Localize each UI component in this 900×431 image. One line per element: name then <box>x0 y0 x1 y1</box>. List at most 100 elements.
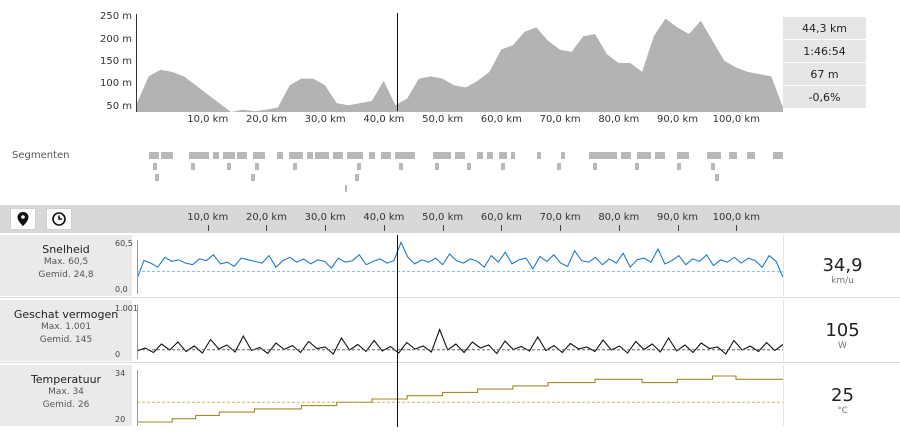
segment-bar[interactable] <box>637 152 651 159</box>
elevation-x-tick: 90,0 km <box>657 114 699 125</box>
timeline-tick-mark <box>618 225 620 231</box>
position-cursor[interactable] <box>397 13 398 111</box>
speed-chart[interactable] <box>137 240 783 294</box>
segment-bar[interactable] <box>435 163 439 170</box>
power-value-panel: 105 W <box>783 300 900 361</box>
segment-bar[interactable] <box>161 152 173 159</box>
segment-bar[interactable] <box>213 152 219 159</box>
segment-bar[interactable] <box>707 152 721 159</box>
segment-bar[interactable] <box>773 152 783 159</box>
elevation-x-tick: 20,0 km <box>245 114 287 125</box>
timeline-x-tick: 20,0 km <box>245 212 287 223</box>
segment-bar[interactable] <box>399 163 403 170</box>
power-chart[interactable] <box>137 305 783 359</box>
segment-bar[interactable] <box>711 163 715 170</box>
speed-y-top: 60,5 <box>115 239 133 248</box>
timeline-tick-mark <box>442 225 444 231</box>
elevation-axis-line <box>136 14 137 112</box>
segment-bar[interactable] <box>347 152 363 159</box>
temp-y-top: 34 <box>115 369 126 378</box>
elevation-x-tick: 60,0 km <box>480 114 522 125</box>
segment-bar[interactable] <box>307 152 313 159</box>
segment-bar[interactable] <box>477 152 483 159</box>
segment-bar[interactable] <box>395 152 403 159</box>
timeline-x-tick: 90,0 km <box>657 212 699 223</box>
map-pin-icon <box>17 212 29 226</box>
timeline-x-tick: 50,0 km <box>422 212 464 223</box>
segment-bar[interactable] <box>355 174 359 181</box>
segment-bar[interactable] <box>589 152 617 159</box>
power-title: Geschat vermogen <box>13 308 119 321</box>
segment-bar[interactable] <box>149 152 159 159</box>
power-y-bottom: 0 <box>115 350 121 359</box>
segment-bar[interactable] <box>635 163 639 170</box>
segment-bar[interactable] <box>369 152 375 159</box>
series-line <box>137 375 783 423</box>
segment-bar[interactable] <box>237 152 247 159</box>
segment-bar[interactable] <box>357 163 361 170</box>
segment-bar[interactable] <box>729 152 737 159</box>
elevation-x-tick: 10,0 km <box>187 114 229 125</box>
segment-bar[interactable] <box>467 163 471 170</box>
segment-bar[interactable] <box>557 163 561 170</box>
segment-bar[interactable] <box>191 163 195 170</box>
elevation-x-tick: 50,0 km <box>422 114 464 125</box>
segment-bar[interactable] <box>455 152 465 159</box>
segment-bar[interactable] <box>315 152 329 159</box>
panel-divider <box>0 362 900 363</box>
segment-bar[interactable] <box>677 163 681 170</box>
temp-value: 25 <box>831 385 854 406</box>
segment-bar[interactable] <box>433 152 451 159</box>
segment-bar[interactable] <box>621 152 631 159</box>
map-pin-button[interactable] <box>10 208 36 230</box>
segment-bar[interactable] <box>253 152 265 159</box>
segment-bar[interactable] <box>561 152 565 159</box>
segment-bar[interactable] <box>487 152 493 159</box>
segment-bar[interactable] <box>499 152 507 159</box>
segment-bar[interactable] <box>223 152 235 159</box>
stat-elevation: 67 m <box>783 63 866 85</box>
elevation-y-tick: 200 m <box>99 33 132 45</box>
speed-title: Snelheid <box>42 243 90 256</box>
segment-bar[interactable] <box>277 152 283 159</box>
timeline-tick-mark <box>383 225 385 231</box>
segment-bar[interactable] <box>333 152 343 159</box>
segment-bar[interactable] <box>255 163 259 170</box>
segment-bar[interactable] <box>747 152 755 159</box>
segment-bar[interactable] <box>715 174 719 181</box>
speed-label-panel: Snelheid Max. 60,5 Gemid. 24,8 <box>0 235 132 296</box>
segment-bar[interactable] <box>655 152 665 159</box>
elevation-x-tick: 100,0 km <box>712 114 760 125</box>
segment-bar[interactable] <box>289 152 303 159</box>
position-cursor[interactable] <box>397 235 398 427</box>
segment-bar[interactable] <box>381 152 391 159</box>
elevation-area <box>137 18 783 112</box>
segment-bar[interactable] <box>293 163 297 170</box>
segments-track[interactable] <box>137 150 783 196</box>
segment-bar[interactable] <box>593 163 597 170</box>
segment-bar[interactable] <box>189 152 209 159</box>
elevation-y-tick: 50 m <box>106 100 132 112</box>
clock-button[interactable] <box>46 208 72 230</box>
segment-bar[interactable] <box>345 185 347 192</box>
segment-bar[interactable] <box>155 174 159 181</box>
temp-y-bottom: 20 <box>115 415 126 424</box>
segment-bar[interactable] <box>227 163 231 170</box>
speed-max: Max. 60,5 <box>43 257 89 267</box>
segment-bar[interactable] <box>403 152 415 159</box>
power-avg: Gemid. 145 <box>39 335 93 345</box>
temperature-chart[interactable] <box>137 370 783 426</box>
segment-bar[interactable] <box>511 152 515 159</box>
segment-bar[interactable] <box>501 163 505 170</box>
timeline-tick-mark <box>207 225 209 231</box>
segment-bar[interactable] <box>677 152 689 159</box>
segment-bar[interactable] <box>153 163 157 170</box>
temp-max: Max. 34 <box>48 387 84 397</box>
elevation-chart[interactable] <box>137 14 783 112</box>
segment-bar[interactable] <box>537 152 541 159</box>
timeline-bar <box>0 205 900 233</box>
elevation-y-tick: 100 m <box>99 78 132 90</box>
segment-bar[interactable] <box>251 174 255 181</box>
elevation-x-tick: 80,0 km <box>598 114 640 125</box>
timeline-x-tick: 70,0 km <box>539 212 581 223</box>
